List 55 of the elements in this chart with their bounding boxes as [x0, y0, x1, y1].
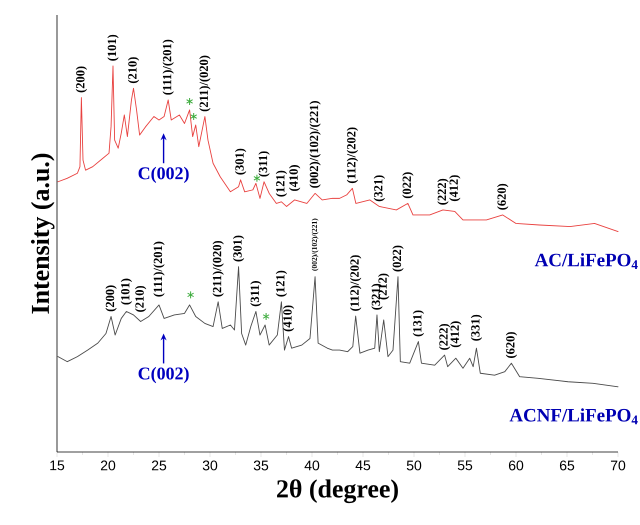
x-tick-label: 40: [304, 460, 320, 470]
x-tick-label: 25: [152, 460, 166, 470]
annotation: (410): [282, 305, 294, 332]
annotation: (111)/(201): [162, 40, 174, 95]
x-axis-title: 2θ (degree): [277, 479, 398, 504]
x-tick-label: 15: [50, 460, 64, 470]
x-tick-label: 20: [100, 460, 116, 470]
point: [262, 312, 270, 320]
y-axis-title: Intensity (a.u.): [30, 154, 54, 314]
annotation: (210): [134, 286, 146, 312]
annotation: (412): [450, 321, 462, 348]
x-tick-label: 55: [458, 460, 472, 470]
annotation: C(002): [138, 166, 189, 183]
annotation: (321): [374, 175, 385, 202]
annotation: (121): [276, 170, 288, 197]
point: [187, 290, 194, 299]
annotation: (620): [497, 184, 508, 210]
annotation: (211)/(020): [199, 56, 211, 112]
annotation: (022): [392, 246, 404, 272]
annotation: (101): [120, 278, 132, 305]
annotation: (002)/(102)/(221): [309, 101, 321, 188]
annotation: (301): [232, 236, 244, 262]
annotation: (131): [412, 310, 424, 336]
annotation: (022): [402, 172, 414, 198]
annotation: (311): [258, 151, 270, 177]
annotation: (412): [449, 175, 460, 202]
annotation: (211)/(020): [212, 240, 224, 297]
x-tick-label: 65: [560, 460, 574, 470]
point: [190, 112, 198, 121]
series-label: ACNF/LiFePO$_{4}$: [510, 408, 638, 424]
annotation: (101): [107, 34, 119, 61]
x-tick-label: 70: [610, 460, 626, 470]
annotation: (200): [76, 66, 88, 92]
annotation: (331): [470, 314, 482, 341]
annotation: (200): [105, 285, 117, 312]
annotation: C(002): [138, 366, 189, 384]
annotation: (222): [437, 178, 449, 205]
annotation: (111)/(201): [153, 242, 165, 297]
annotation: (410): [289, 165, 300, 191]
annotation: (301): [234, 148, 246, 175]
point: [186, 97, 194, 106]
x-tick-label: 45: [356, 460, 370, 470]
annotation: (620): [506, 332, 518, 358]
annotation: (311): [250, 281, 262, 306]
annotation: (121): [276, 270, 288, 297]
x-tick-label: 50: [406, 460, 422, 470]
x-tick-label: 30: [202, 460, 218, 470]
annotation: (210): [128, 57, 140, 84]
annotation: (112)/(202): [350, 255, 362, 311]
annotation: (222): [438, 324, 450, 350]
x-tick-label: 60: [508, 460, 524, 470]
series-label: AC/LiFePO$_{4}$: [534, 253, 638, 270]
point: [253, 174, 260, 182]
annotation: (112)/(202): [346, 127, 358, 184]
x-tick-label: 35: [254, 460, 268, 470]
